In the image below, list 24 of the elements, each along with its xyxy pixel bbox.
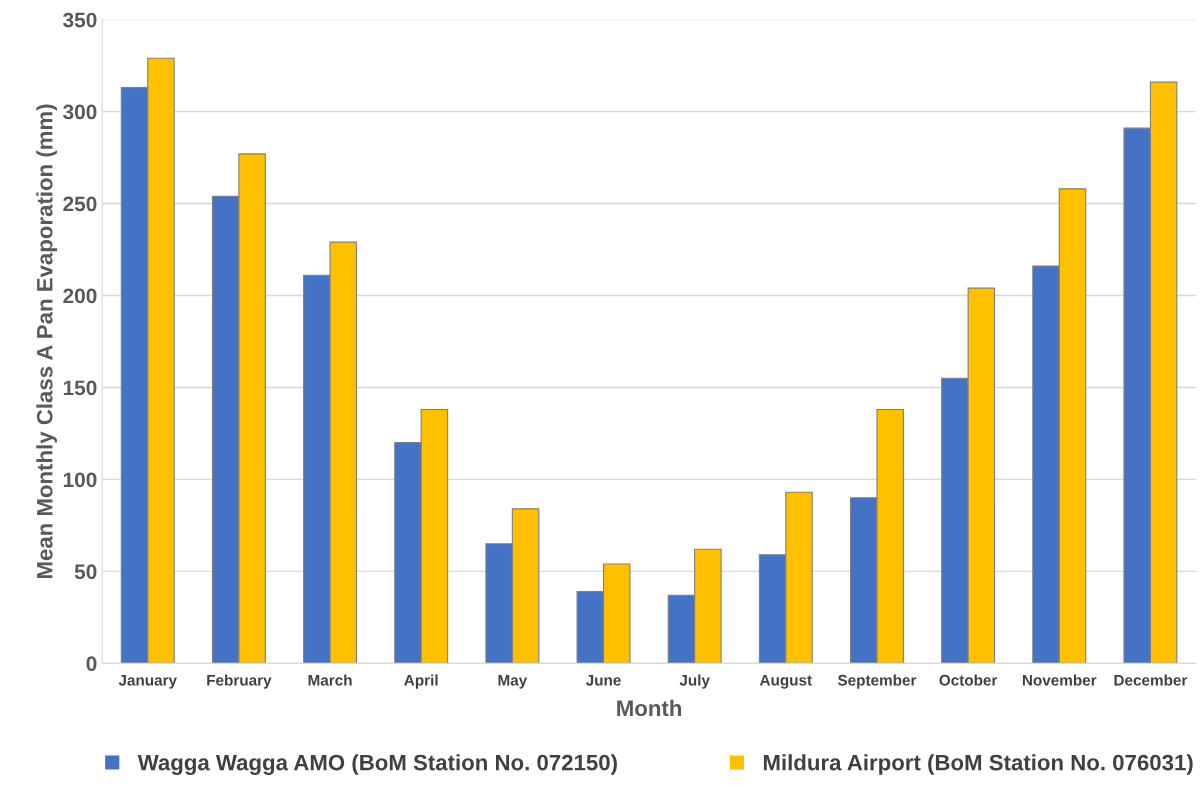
y-tick-label: 0 — [86, 656, 97, 672]
y-tick-label: 100 — [63, 472, 97, 488]
y-axis-title: Mean Monthly Class A Pan Evaporation (mm) — [36, 104, 57, 579]
y-tick-label: 250 — [63, 196, 97, 212]
x-tick-label: August — [759, 674, 812, 689]
x-tick-label: October — [939, 674, 998, 686]
x-tick-label: June — [585, 675, 621, 686]
legend-label: Wagga Wagga AMO (BoM Station No. 072150) — [137, 754, 617, 775]
y-tick-label: 150 — [63, 380, 97, 396]
x-tick-label: March — [308, 674, 352, 686]
x-tick-label: February — [207, 674, 272, 689]
x-axis-title: Month — [617, 699, 682, 717]
y-tick-label: 50 — [74, 564, 97, 580]
legend-label: Mildura Airport (BoM Station No. 076031) — [763, 754, 1193, 775]
x-tick-label: November — [1022, 674, 1097, 686]
x-tick-label: May — [498, 675, 528, 689]
x-tick-label: January — [118, 675, 177, 689]
y-tick-label: 350 — [63, 12, 97, 28]
y-tick-label: 200 — [63, 288, 97, 304]
x-tick-label: September — [837, 674, 917, 689]
y-tick-label: 300 — [63, 104, 97, 120]
x-tick-label: April — [404, 674, 438, 689]
x-tick-label: December — [1114, 674, 1188, 686]
x-tick-label: July — [679, 674, 710, 689]
